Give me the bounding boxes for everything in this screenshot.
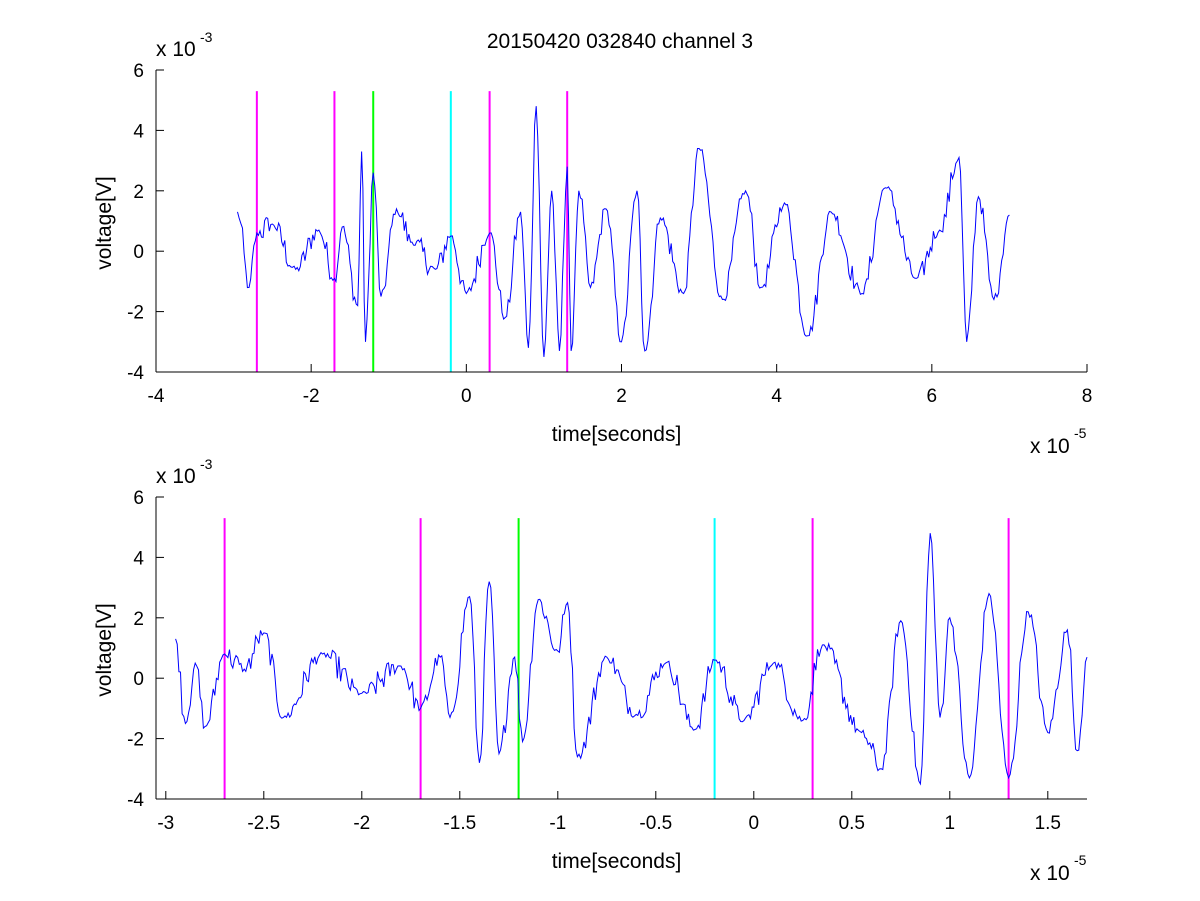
top-plot-x-exponent: x 10 -5	[1030, 425, 1087, 458]
top-plot-y-tick-label: 6	[133, 61, 144, 82]
bottom-plot-y-tick-label: 0	[133, 669, 144, 690]
top-plot-x-tick-label: -2	[303, 386, 320, 407]
bottom-plot-y-exponent-power: -3	[200, 456, 213, 472]
bottom-plot-y-exponent: x 10 -3	[156, 456, 213, 488]
bottom-plot-series	[175, 533, 1088, 786]
top-plot-y-tick-label: 2	[133, 182, 144, 203]
top-plot-y-tick-label: 4	[133, 121, 144, 142]
bottom-plot-x-tick-label: -2.5	[247, 813, 280, 834]
top-plot-y-tick-label: -4	[127, 363, 144, 384]
top-plot-x-label: time[seconds]	[552, 423, 682, 446]
top-plot-y-exponent: x 10 -3	[156, 29, 213, 61]
top-plot-ticks: -4 -2 0 2 4 6 8 -4 -2 0 2 4 6	[127, 61, 1092, 407]
top-plot-x-exponent-power: -5	[1074, 425, 1087, 441]
bottom-plot-y-label: voltage[V]	[93, 603, 116, 696]
bottom-plot-x-label: time[seconds]	[552, 850, 682, 873]
top-plot-y-exponent-power: -3	[200, 29, 213, 45]
top-plot-x-tick-label: 6	[927, 386, 938, 407]
bottom-plot-x-exponent-power: -5	[1074, 852, 1087, 868]
bottom-plot-x-tick-label: 1.5	[1035, 813, 1061, 834]
bottom-plot-y-tick-label: -4	[127, 790, 144, 811]
top-plot-y-label: voltage[V]	[93, 176, 116, 269]
bottom-plot-y-tick-label: 2	[133, 609, 144, 630]
bottom-plot-x-exponent-base: x 10	[1030, 862, 1070, 885]
bottom-plot-x-tick-label: -1.5	[443, 813, 476, 834]
bottom-plot-markers	[223, 518, 1010, 799]
top-plot-y-tick-label: -2	[127, 303, 144, 324]
top-plot-x-exponent-base: x 10	[1030, 435, 1070, 458]
top-plot-y-tick-label: 0	[133, 242, 144, 263]
bottom-plot-y-tick-label: 6	[133, 488, 144, 509]
top-plot-series	[237, 106, 1010, 357]
bottom-plot-x-tick-label: 1	[945, 813, 956, 834]
top-plot-y-exponent-base: x 10	[156, 38, 196, 61]
top-plot-x-tick-label: 2	[616, 386, 627, 407]
bottom-plot-x-tick-label: -3	[157, 813, 174, 834]
bottom-plot-y-exponent-base: x 10	[156, 465, 196, 488]
top-plot-x-tick-label: 4	[771, 386, 782, 407]
bottom-plot-x-tick-label: 0	[749, 813, 760, 834]
top-plot-x-tick-label: -4	[148, 386, 165, 407]
bottom-plot-signal-line	[175, 533, 1088, 786]
bottom-plot-x-tick-label: -1	[549, 813, 566, 834]
top-plot-signal-line	[237, 106, 1010, 357]
top-plot-x-tick-label: 8	[1082, 386, 1093, 407]
bottom-plot-y-tick-label: -2	[127, 730, 144, 751]
top-plot: -4 -2 0 2 4 6 8 -4 -2 0 2 4 6 x 10 -3 x 10 -5 time[s…	[93, 29, 1092, 458]
top-plot-x-tick-label: 0	[461, 386, 472, 407]
bottom-plot: -3 -2.5 -2 -1.5 -1 -0.5 0 0.5 1 1.5 -4 -2 0 2 4 6 x 10 …	[93, 456, 1088, 885]
bottom-plot-x-tick-label: -2	[353, 813, 370, 834]
bottom-plot-y-tick-label: 4	[133, 548, 144, 569]
bottom-plot-x-exponent: x 10 -5	[1030, 852, 1087, 885]
bottom-plot-ticks: -3 -2.5 -2 -1.5 -1 -0.5 0 0.5 1 1.5 -4 -2 0 2 4 6	[127, 488, 1061, 834]
bottom-plot-x-tick-label: -0.5	[639, 813, 672, 834]
figure-title: 20150420 032840 channel 3	[487, 30, 753, 53]
top-plot-markers	[255, 91, 569, 372]
bottom-plot-x-tick-label: 0.5	[839, 813, 865, 834]
